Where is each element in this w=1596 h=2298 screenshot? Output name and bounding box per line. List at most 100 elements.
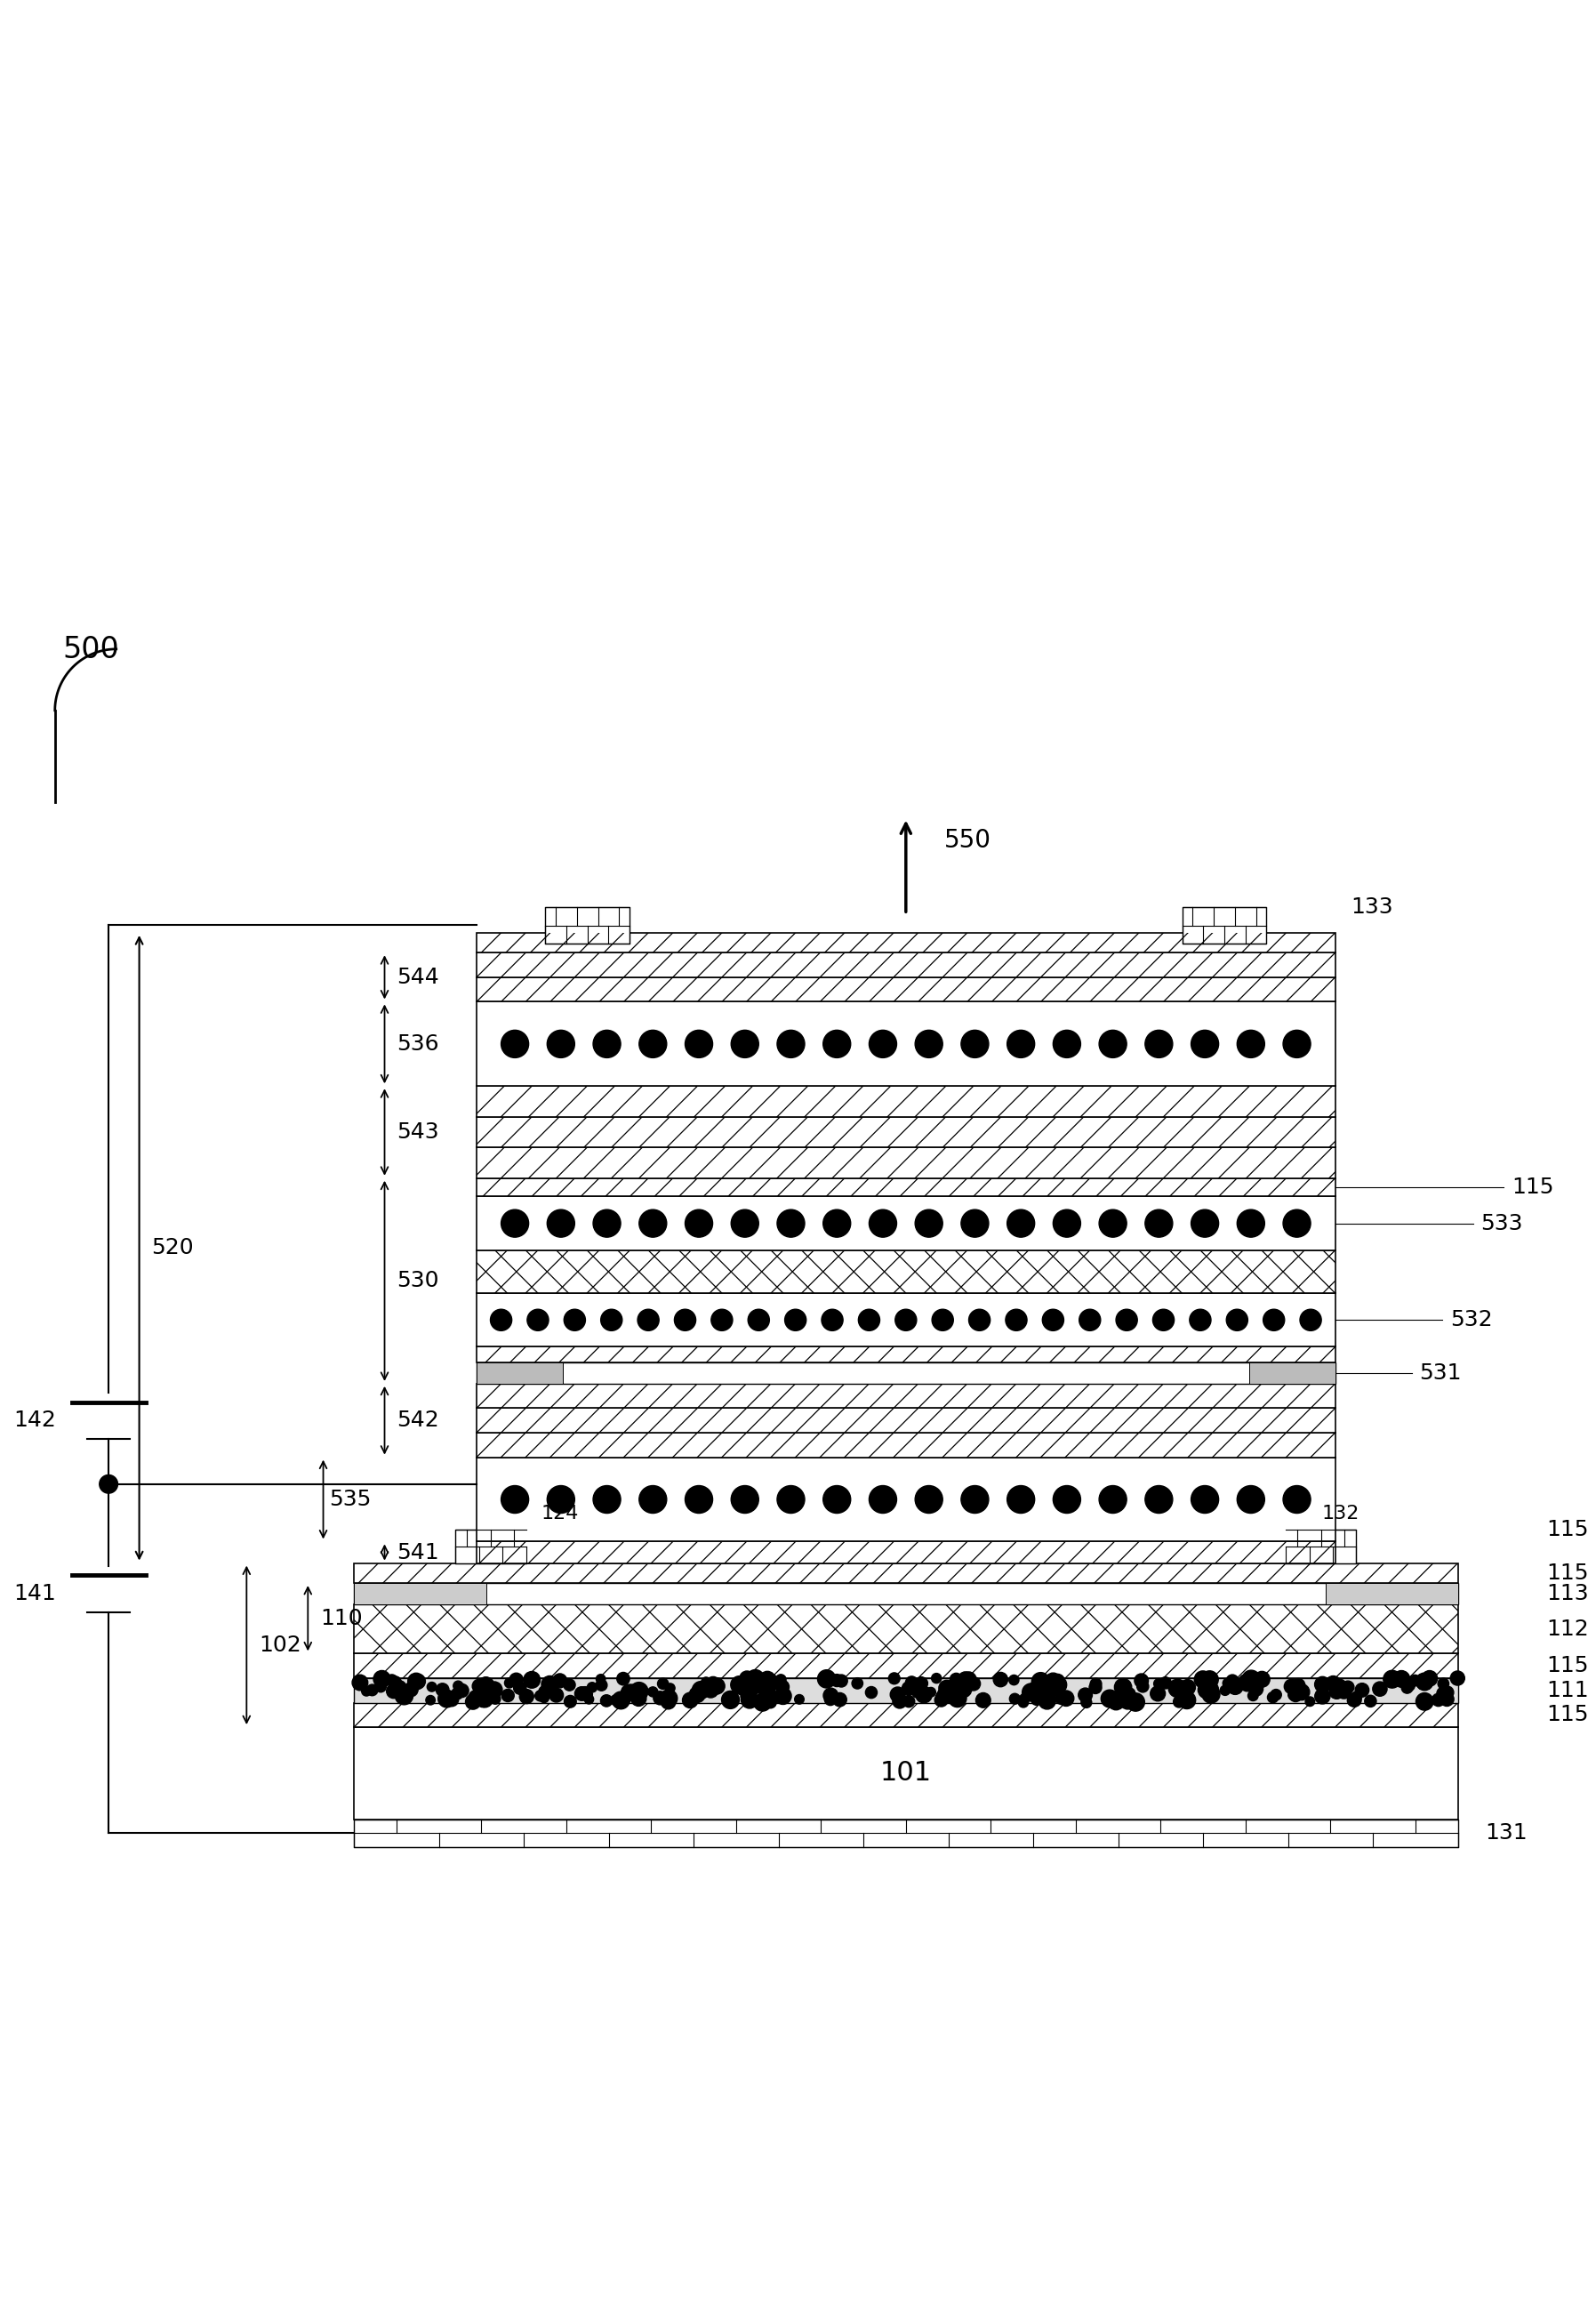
Circle shape xyxy=(1416,1673,1433,1689)
Text: 535: 535 xyxy=(329,1489,372,1510)
Bar xyxy=(477,954,1336,977)
Circle shape xyxy=(742,1680,752,1689)
Circle shape xyxy=(477,1691,493,1707)
Text: 111: 111 xyxy=(1547,1680,1590,1701)
Circle shape xyxy=(1226,1675,1238,1687)
Circle shape xyxy=(915,1209,943,1236)
Circle shape xyxy=(774,1687,792,1705)
Circle shape xyxy=(1440,1691,1454,1705)
Circle shape xyxy=(1058,1691,1074,1705)
Bar xyxy=(477,1117,1336,1147)
Bar xyxy=(354,1703,1457,1728)
Circle shape xyxy=(1315,1678,1331,1691)
Circle shape xyxy=(825,1694,836,1705)
Circle shape xyxy=(1005,1310,1026,1331)
Circle shape xyxy=(1055,1691,1068,1705)
Circle shape xyxy=(584,1694,594,1703)
Bar xyxy=(477,1179,1336,1197)
Circle shape xyxy=(852,1678,863,1689)
Bar xyxy=(477,977,1336,1002)
Circle shape xyxy=(954,1680,972,1698)
Circle shape xyxy=(734,1682,747,1694)
Circle shape xyxy=(967,1678,980,1691)
Circle shape xyxy=(1173,1696,1184,1707)
Bar xyxy=(477,1197,1336,1250)
Circle shape xyxy=(1242,1671,1261,1689)
Circle shape xyxy=(519,1689,533,1703)
Circle shape xyxy=(386,1684,401,1698)
Circle shape xyxy=(1237,1030,1264,1057)
Circle shape xyxy=(1154,1680,1163,1689)
Circle shape xyxy=(391,1680,407,1696)
Circle shape xyxy=(1283,1209,1310,1236)
Circle shape xyxy=(1227,1680,1243,1694)
Bar xyxy=(477,1432,1336,1457)
Circle shape xyxy=(1254,1671,1270,1687)
Circle shape xyxy=(541,1675,559,1694)
Circle shape xyxy=(630,1682,648,1701)
Circle shape xyxy=(1100,1030,1127,1057)
Circle shape xyxy=(578,1687,592,1701)
Bar xyxy=(477,1457,1336,1542)
Circle shape xyxy=(683,1691,697,1707)
Circle shape xyxy=(638,1030,667,1057)
Circle shape xyxy=(822,1310,843,1331)
Circle shape xyxy=(835,1675,847,1687)
Circle shape xyxy=(905,1675,918,1689)
Bar xyxy=(477,1409,1336,1432)
Circle shape xyxy=(1029,1682,1039,1691)
Text: 124: 124 xyxy=(541,1505,579,1524)
Text: 110: 110 xyxy=(321,1609,362,1629)
Circle shape xyxy=(948,1689,967,1707)
Circle shape xyxy=(824,1209,851,1236)
Circle shape xyxy=(396,1687,413,1705)
Circle shape xyxy=(630,1691,646,1705)
Bar xyxy=(477,977,1336,1002)
Circle shape xyxy=(764,1696,777,1707)
Circle shape xyxy=(961,1209,988,1236)
Circle shape xyxy=(892,1694,907,1707)
Circle shape xyxy=(614,1696,624,1705)
Circle shape xyxy=(1053,1030,1080,1057)
Circle shape xyxy=(741,1689,755,1703)
Circle shape xyxy=(701,1678,710,1687)
Circle shape xyxy=(1191,1030,1219,1057)
Circle shape xyxy=(616,1673,630,1684)
Circle shape xyxy=(375,1682,386,1691)
Circle shape xyxy=(1136,1680,1149,1691)
Circle shape xyxy=(1079,1310,1101,1331)
Circle shape xyxy=(833,1694,847,1707)
Text: 133: 133 xyxy=(1350,896,1393,917)
Circle shape xyxy=(1116,1310,1138,1331)
Text: 542: 542 xyxy=(397,1409,439,1432)
Circle shape xyxy=(1119,1691,1136,1710)
Circle shape xyxy=(1020,1694,1029,1703)
Text: 541: 541 xyxy=(397,1542,439,1563)
Circle shape xyxy=(353,1675,367,1691)
Bar xyxy=(477,1250,1336,1294)
Circle shape xyxy=(1018,1698,1028,1707)
Circle shape xyxy=(619,1694,630,1705)
Circle shape xyxy=(1438,1678,1449,1689)
Circle shape xyxy=(1031,1673,1050,1691)
Circle shape xyxy=(476,1691,492,1707)
Bar xyxy=(477,1542,1336,1563)
Circle shape xyxy=(549,1689,563,1703)
Text: 141: 141 xyxy=(14,1583,56,1604)
Circle shape xyxy=(1029,1687,1044,1701)
Circle shape xyxy=(1037,1689,1047,1701)
Circle shape xyxy=(969,1310,990,1331)
Circle shape xyxy=(926,1687,935,1696)
Circle shape xyxy=(1250,1682,1262,1696)
Circle shape xyxy=(689,1687,705,1703)
Circle shape xyxy=(1347,1694,1361,1707)
Text: 550: 550 xyxy=(945,827,991,853)
Circle shape xyxy=(961,1673,977,1687)
Circle shape xyxy=(731,1485,758,1512)
Circle shape xyxy=(583,1689,592,1701)
Circle shape xyxy=(938,1680,954,1696)
Circle shape xyxy=(1352,1691,1361,1703)
Circle shape xyxy=(795,1694,804,1705)
Circle shape xyxy=(547,1209,575,1236)
Bar xyxy=(354,1655,1457,1678)
